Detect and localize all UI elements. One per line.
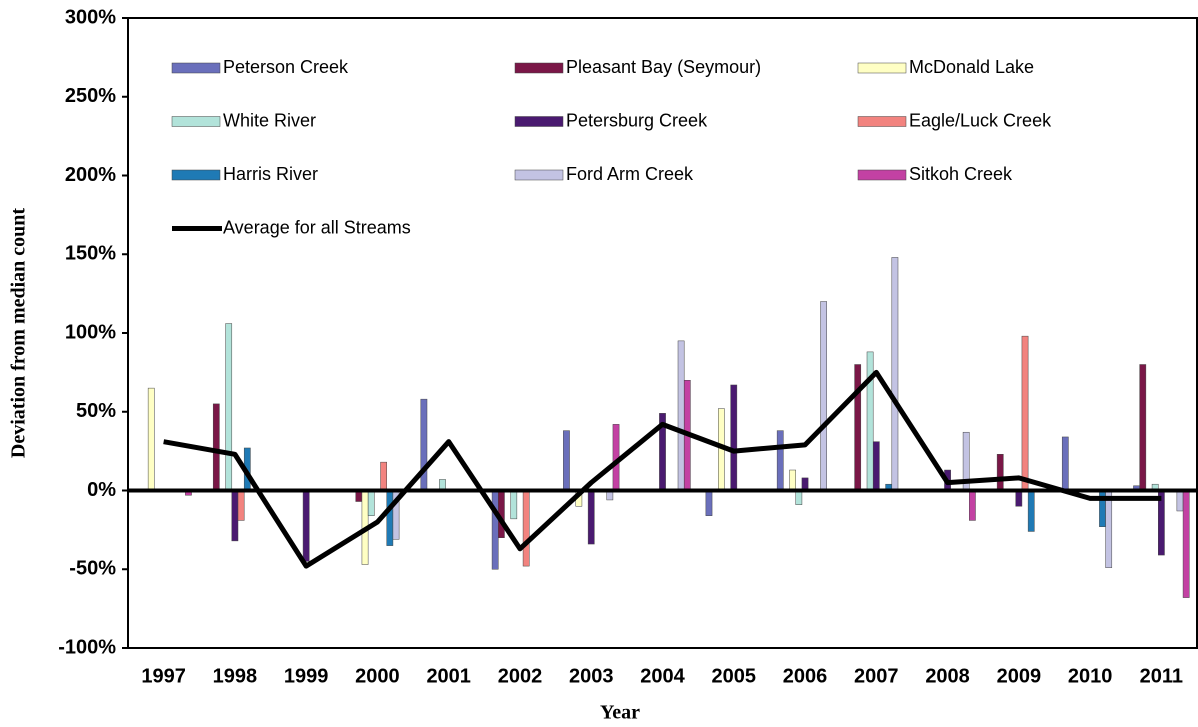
bar [820,301,827,491]
bar [866,351,874,491]
bar [237,490,245,521]
legend-label: McDonald Lake [909,57,1034,77]
y-tick-label: 150% [65,243,116,265]
legend-label: Peterson Creek [223,57,349,77]
legend-swatch [171,62,221,74]
bar [872,441,880,491]
x-tick-label: 2005 [712,665,757,687]
bar [1015,490,1023,507]
legend-swatch [857,62,907,74]
legend-label: White River [223,110,316,130]
x-tick-label: 2002 [498,665,543,687]
bar [891,257,899,491]
x-tick-label: 2009 [997,665,1042,687]
legend-swatch [514,169,564,181]
bar [510,490,518,520]
bar [677,340,685,491]
legend-swatch [857,116,907,127]
legend-swatch [514,62,564,74]
legend-swatch [857,169,907,181]
bar [225,323,233,491]
bar [1027,490,1035,532]
legend-label: Ford Arm Creek [566,164,694,184]
legend-label: Pleasant Bay (Seymour) [566,57,761,77]
line [163,369,1162,569]
bar [854,364,862,491]
y-tick-label: 300% [65,6,116,28]
bar [1139,364,1147,491]
x-tick-label: 2001 [426,665,471,687]
x-tick-label: 1998 [213,665,258,687]
bar [789,469,796,491]
legend-label: Average for all Streams [223,217,411,237]
legend-label: Harris River [223,164,318,184]
legend-label: Petersburg Creek [566,110,708,130]
x-tick-label: 2007 [854,665,899,687]
y-tick-label: 250% [65,85,116,107]
y-axis-title: Deviation from median count [8,208,30,459]
bar [705,490,713,516]
x-tick-label: 2004 [640,665,685,687]
bar [730,384,738,491]
bar [386,490,394,546]
bar [380,461,387,491]
bar [795,490,803,505]
legend-swatch [171,169,221,181]
y-tick-label: -100% [58,636,116,658]
bar [996,454,1004,491]
bar [1176,490,1184,512]
y-tick-label: 200% [65,164,116,186]
x-tick-label: 2003 [569,665,614,687]
bar [212,403,220,491]
x-tick-label: 2006 [783,665,828,687]
bar [1182,490,1190,598]
legend-swatch [171,116,221,127]
bar [491,490,499,570]
bar [522,490,530,567]
x-tick-label: 2000 [355,665,400,687]
x-tick-label: 2011 [1140,665,1183,687]
x-tick-label: 2008 [925,665,970,687]
bar [1061,436,1069,491]
bar [1021,335,1029,491]
bar [302,490,310,562]
bar [776,430,784,491]
bar [420,398,428,491]
bar [231,490,239,542]
bar [563,430,570,491]
y-tick-label: 100% [65,321,116,343]
x-tick-label: 2010 [1068,665,1113,687]
x-tick-label: 1997 [141,665,186,687]
bar [367,490,375,516]
y-tick-label: 0% [87,479,116,501]
bar [1105,490,1113,568]
bar [969,490,976,521]
bar [587,490,595,545]
legend-label: Eagle/Luck Creek [909,110,1052,130]
x-tick-label: 1999 [284,665,329,687]
y-tick-label: 50% [76,400,116,422]
legend-swatch [514,116,564,127]
legend-label: Sitkoh Creek [909,164,1013,184]
y-tick-label: -50% [69,558,116,580]
x-axis-title: Year [600,702,640,724]
bar [147,387,155,491]
